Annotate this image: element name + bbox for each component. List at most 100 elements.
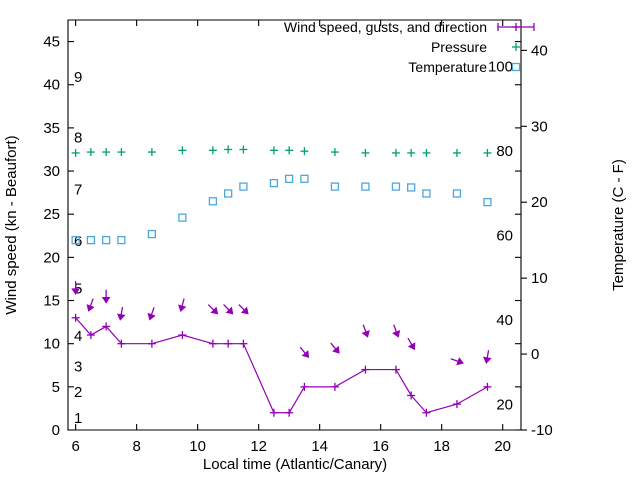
wind-direction-arrow	[483, 350, 492, 364]
temperature-point	[117, 235, 126, 245]
pressure-point	[102, 148, 111, 157]
wind-direction-arrow	[223, 304, 234, 315]
pressure-point	[208, 146, 217, 155]
wind-direction-arrow	[361, 324, 370, 338]
pressure-point	[224, 145, 233, 154]
wind-direction-arrow	[450, 357, 464, 366]
pressure-point	[300, 147, 309, 156]
pressure-point	[285, 146, 294, 155]
y-tick-label: 40	[43, 77, 60, 94]
wind-speed-point	[208, 339, 217, 348]
legend-key-pressure	[512, 43, 520, 51]
pressure-point	[178, 146, 187, 155]
temperature-point	[86, 235, 96, 245]
legend-label: Temperature	[408, 59, 487, 75]
temperature-point	[269, 178, 279, 188]
temperature-point	[285, 174, 294, 183]
wind-speed-point	[330, 382, 339, 391]
beaufort-number: 9	[74, 69, 82, 86]
series-wind-speed-gusts-and-direction	[71, 313, 492, 417]
wind-speed-point	[102, 322, 111, 331]
wind-direction-arrow	[101, 289, 111, 304]
temperature-point	[407, 183, 416, 192]
temperature-point	[147, 229, 157, 239]
pressure-point	[269, 146, 278, 155]
wind-direction-arrow	[71, 281, 80, 295]
pressure-point	[422, 148, 431, 157]
pressure-point	[483, 148, 492, 157]
pressure-point	[117, 148, 126, 157]
temperature-point	[300, 174, 309, 183]
y-tick-label: 15	[43, 293, 60, 310]
wind-speed-point	[391, 365, 400, 374]
temperature-point	[391, 182, 401, 191]
y2-axis-fahrenheit-ticks: 20 40 60 80 100	[488, 58, 513, 413]
legend-marker-plus	[512, 23, 520, 31]
temperature-point	[452, 189, 462, 198]
y-axis-title: Wind speed (kn - Beaufort)	[3, 135, 20, 314]
y-tick-label: 5	[52, 379, 60, 396]
y2-fahrenheit-tick-label: 40	[496, 312, 513, 329]
pressure-point	[330, 148, 339, 157]
beaufort-number: 8	[74, 130, 82, 147]
series-gusts-with-direction	[71, 281, 492, 366]
temperature-point	[330, 182, 340, 191]
x-tick-label: 8	[132, 438, 140, 455]
x-tick-label: 12	[250, 438, 267, 455]
y-tick-label: 30	[43, 163, 60, 180]
beaufort-number: 7	[74, 181, 82, 198]
legend-label: Pressure	[431, 39, 487, 55]
legend-key-temperature	[511, 62, 521, 72]
pressure-point	[452, 148, 461, 157]
wind-speed-point	[300, 382, 309, 391]
temperature-point	[224, 189, 233, 198]
pressure-point	[147, 148, 156, 157]
y-tick-label: 35	[43, 120, 60, 137]
y2-axis-celsius-ticks: -10 0 10 20 30 40	[521, 42, 553, 439]
y-tick-label: 10	[43, 336, 60, 353]
pressure-point	[239, 145, 248, 154]
x-tick-label: 14	[311, 438, 328, 455]
series-pressure	[71, 145, 492, 157]
y2-fahrenheit-tick-label: 100	[488, 58, 513, 75]
wind-direction-arrow	[392, 324, 401, 338]
x-tick-label: 10	[189, 438, 206, 455]
y2-axis-title: Temperature (C - F)	[610, 159, 627, 291]
wind-direction-arrow	[147, 307, 156, 321]
y-axis-ticks: 0 5 10 15 20 25 30 35 40 45	[43, 34, 521, 439]
x-axis-ticks: 6 8 10 12 14 16 18 20	[71, 20, 511, 455]
wind-direction-arrow	[86, 298, 95, 312]
wind-speed-point	[117, 339, 126, 348]
y-tick-label: 20	[43, 249, 60, 266]
pressure-point	[86, 148, 95, 157]
x-tick-label: 16	[372, 438, 389, 455]
y2-celsius-tick-label: 0	[531, 346, 539, 363]
beaufort-number: 6	[74, 233, 82, 250]
temperature-point	[361, 182, 370, 191]
temperature-point	[422, 189, 431, 198]
wind-speed-point	[147, 339, 156, 348]
wind-speed-point	[483, 382, 492, 391]
wind-direction-arrow	[330, 342, 340, 354]
y2-celsius-tick-label: 10	[531, 270, 548, 287]
wind-speed-point	[239, 339, 248, 348]
chart-legend: Wind speed, gusts, and direction Pressure…	[284, 19, 535, 75]
wind-speed-point	[285, 408, 294, 417]
wind-direction-arrow	[116, 306, 126, 321]
beaufort-number: 2	[74, 384, 82, 401]
x-axis-title: Local time (Atlantic/Canary)	[203, 456, 387, 473]
y-tick-label: 45	[43, 34, 60, 51]
x-tick-label: 20	[494, 438, 511, 455]
temperature-point	[178, 213, 187, 222]
pressure-point	[71, 148, 80, 157]
temperature-point	[239, 182, 248, 191]
wind-speed-point	[422, 408, 431, 417]
legend-label: Wind speed, gusts, and direction	[284, 19, 487, 35]
wind-direction-arrow	[407, 337, 416, 351]
wind-direction-arrow	[178, 298, 187, 313]
pressure-point	[407, 148, 416, 157]
wind-direction-arrow	[238, 304, 249, 315]
y2-celsius-tick-label: 30	[531, 118, 548, 135]
